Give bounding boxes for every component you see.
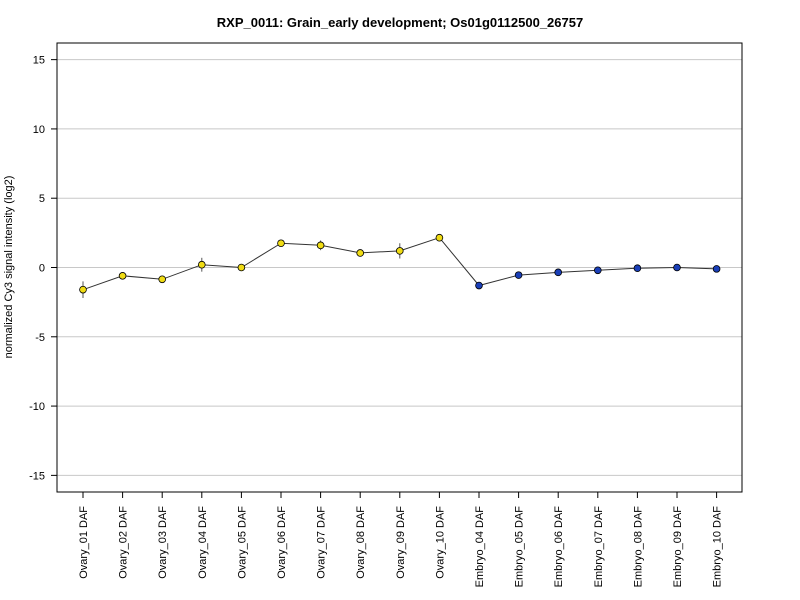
y-axis-label: normalized Cy3 signal intensity (log2) — [3, 176, 15, 359]
y-tick-label: 10 — [33, 124, 45, 136]
y-tick-label: 15 — [33, 55, 45, 67]
x-tick-label: Ovary_04 DAF — [197, 506, 209, 579]
x-tick-label: Ovary_01 DAF — [78, 506, 90, 579]
data-point — [435, 233, 444, 242]
x-tick-label: Embryo_04 DAF — [474, 506, 486, 588]
x-tick-label: Embryo_10 DAF — [712, 506, 724, 588]
y-tick-label: -5 — [35, 332, 45, 344]
data-point — [118, 272, 127, 280]
x-tick-label: Ovary_05 DAF — [236, 506, 248, 579]
y-tick-label: -10 — [29, 401, 45, 413]
x-tick-label: Ovary_08 DAF — [355, 506, 367, 579]
series — [79, 233, 721, 298]
chart-title: RXP_0011: Grain_early development; Os01g… — [217, 15, 583, 30]
data-point — [79, 285, 87, 294]
data-point — [554, 268, 562, 277]
x-axis: Ovary_01 DAF Ovary_02 DAF Ovary_03 DAF Ovar… — [78, 492, 724, 587]
data-point — [158, 275, 167, 284]
data-point — [673, 263, 681, 272]
data-point — [198, 260, 206, 269]
data-point — [316, 241, 325, 250]
y-tick-label: 5 — [39, 193, 45, 205]
x-tick-label: Ovary_06 DAF — [276, 506, 288, 579]
x-tick-label: Embryo_05 DAF — [514, 506, 526, 588]
x-tick-label: Embryo_06 DAF — [553, 506, 565, 588]
x-tick-label: Ovary_10 DAF — [434, 506, 446, 579]
x-tick-label: Embryo_07 DAF — [593, 506, 605, 588]
x-tick-label: Ovary_02 DAF — [118, 506, 130, 579]
data-point — [514, 271, 523, 279]
x-tick-label: Embryo_08 DAF — [632, 506, 644, 588]
data-point — [277, 239, 285, 248]
y-tick-label: 0 — [39, 263, 45, 275]
x-tick-label: Embryo_09 DAF — [672, 506, 684, 588]
plot-frame — [56, 42, 743, 493]
grid — [57, 59, 742, 476]
data-point — [237, 263, 246, 272]
data-point — [356, 249, 365, 257]
data-point — [712, 265, 721, 273]
y-axis: -15 -10 -5 0 5 10 15 — [29, 55, 57, 482]
data-point — [395, 247, 404, 255]
x-tick-label: Ovary_03 DAF — [157, 506, 169, 579]
data-point — [475, 281, 483, 290]
data-point — [633, 264, 642, 272]
x-tick-label: Ovary_07 DAF — [316, 506, 328, 579]
y-tick-label: -15 — [29, 470, 45, 482]
x-tick-label: Ovary_09 DAF — [395, 506, 407, 579]
data-point — [593, 266, 602, 275]
